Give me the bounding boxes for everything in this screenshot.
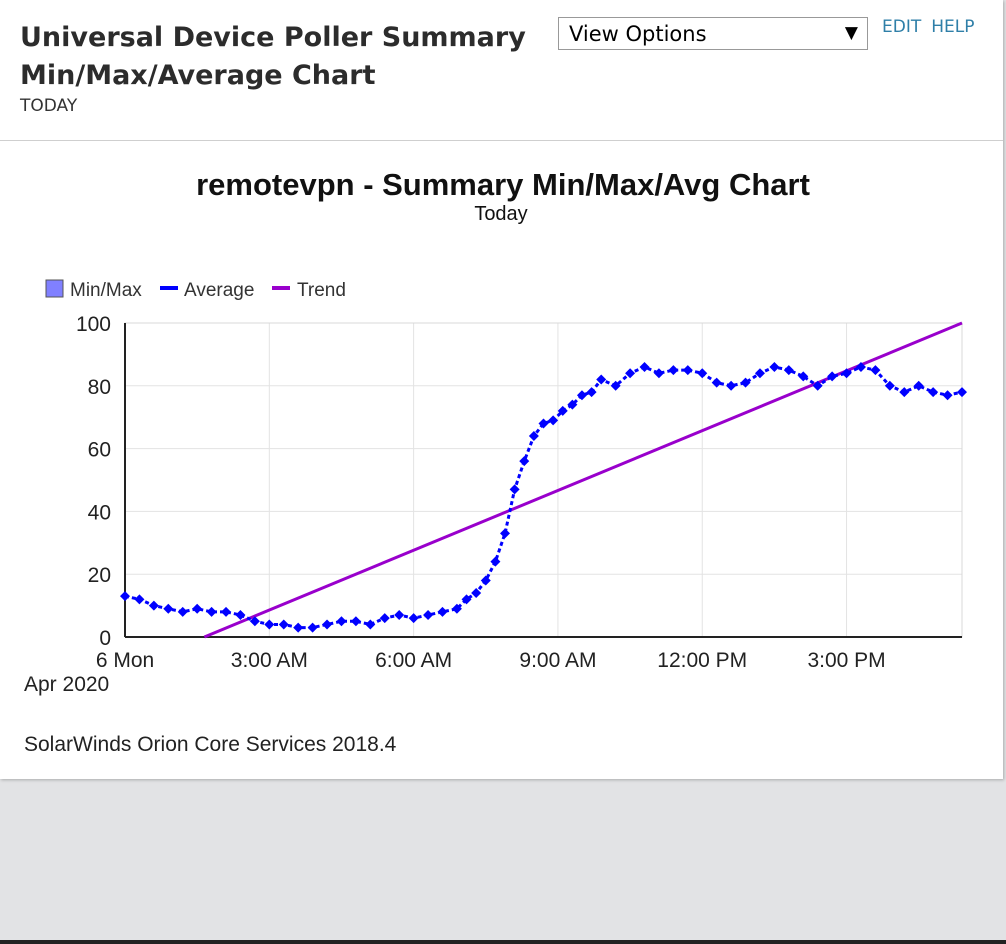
x-tick-label: 3:00 PM (807, 649, 885, 672)
average-point (437, 606, 448, 617)
y-tick-label: 20 (88, 564, 111, 587)
chart-title: remotevpn - Summary Min/Max/Avg Chart (196, 167, 810, 202)
edit-link[interactable]: EDIT (882, 17, 922, 37)
x-tick-label: 6 Mon (96, 649, 154, 672)
chart-footer: SolarWinds Orion Core Services 2018.4 (24, 733, 397, 756)
legend-minmax-swatch (45, 279, 64, 298)
average-point (322, 619, 333, 630)
x-tick-label: 9:00 AM (519, 649, 596, 672)
view-options-dropdown[interactable]: View Options ▼ (558, 17, 868, 50)
panel-title: Universal Device Poller Summary Min/Max/… (20, 19, 540, 95)
panel-links: EDIT HELP (882, 17, 974, 37)
page-bottom-border (0, 940, 1006, 944)
average-line (124, 365, 963, 630)
panel-subtitle: TODAY (20, 96, 78, 116)
average-point (206, 606, 217, 617)
average-point (480, 575, 491, 586)
panel-title-line1: Universal Device Poller Summary (20, 22, 526, 53)
y-tick-label: 100 (76, 313, 111, 336)
average-point (500, 528, 511, 539)
header-divider (0, 140, 1003, 141)
average-point (177, 606, 188, 617)
average-point (350, 616, 361, 627)
x-tick-label: 3:00 AM (231, 649, 308, 672)
average-point (668, 365, 679, 376)
y-tick-label: 80 (88, 376, 111, 399)
legend-trend-swatch (272, 286, 290, 290)
x-tick-label: 6:00 AM (375, 649, 452, 672)
x-tick-label: 12:00 PM (657, 649, 747, 672)
legend-average-label: Average (184, 280, 254, 301)
help-link[interactable]: HELP (931, 17, 975, 37)
average-point (221, 606, 232, 617)
legend-trend-label: Trend (297, 280, 346, 301)
chart-subtitle: Today (474, 203, 527, 225)
average-point (653, 368, 664, 379)
view-options-label: View Options (569, 22, 707, 46)
y-tick-label: 60 (88, 439, 111, 462)
y-tick-label: 0 (99, 627, 111, 650)
panel-title-line2: Min/Max/Average Chart (20, 60, 376, 91)
legend-minmax-label: Min/Max (70, 280, 142, 301)
average-point (192, 603, 203, 614)
x-tick-label-date: Apr 2020 (24, 673, 109, 696)
average-point (336, 616, 347, 627)
chart-legend: Min/Max Average Trend (45, 279, 346, 301)
average-point (682, 365, 693, 376)
average-point (841, 368, 852, 379)
chart-panel: Universal Device Poller Summary Min/Max/… (0, 0, 1003, 779)
plot-frame (124, 322, 963, 638)
y-tick-label: 40 (88, 501, 111, 524)
average-point (235, 610, 246, 621)
chart: remotevpn - Summary Min/Max/Avg Chart To… (24, 167, 967, 756)
average-point (726, 380, 737, 391)
legend-average-swatch (160, 286, 178, 290)
chevron-down-icon: ▼ (844, 23, 858, 43)
